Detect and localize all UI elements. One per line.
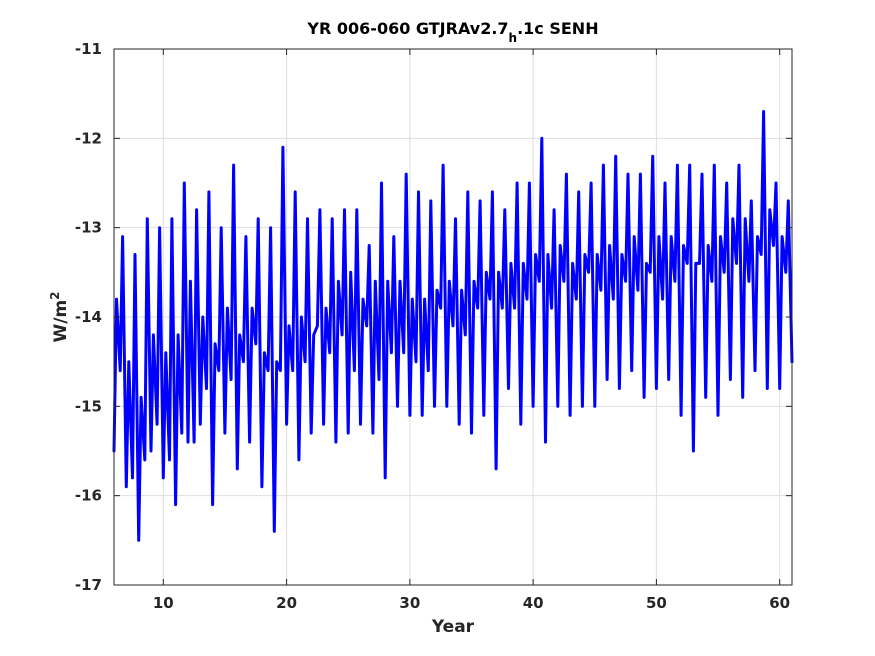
y-tick-label: -14 bbox=[75, 308, 102, 326]
x-tick-label: 20 bbox=[276, 594, 297, 612]
x-tick-label: 30 bbox=[399, 594, 420, 612]
x-tick-label: 40 bbox=[523, 594, 544, 612]
x-tick-label: 10 bbox=[153, 594, 174, 612]
y-tick-label: -13 bbox=[75, 219, 102, 237]
y-axis-title-superscript: 2 bbox=[48, 291, 62, 299]
y-axis-title: W/m2 bbox=[48, 291, 71, 342]
x-axis-ticks: 10 20 30 40 50 60 bbox=[153, 49, 790, 612]
y-tick-label: -11 bbox=[75, 40, 102, 58]
y-tick-label: -15 bbox=[75, 397, 102, 415]
series-line-1 bbox=[112, 110, 794, 542]
y-axis-title-main: W/m bbox=[51, 300, 71, 343]
chart-title: YR 006-060 GTJRAv2.7h.1c SENH bbox=[306, 19, 598, 45]
chart-title-suffix: .1c SENH bbox=[517, 19, 599, 38]
y-tick-label: -17 bbox=[75, 576, 102, 594]
y-tick-label: -16 bbox=[75, 487, 102, 505]
chart-title-main: YR 006-060 GTJRAv2.7 bbox=[306, 19, 508, 38]
y-axis-ticks: -11 -12 -13 -14 -15 -16 -17 bbox=[75, 40, 792, 594]
x-tick-label: 60 bbox=[769, 594, 790, 612]
chart-title-subscript: h bbox=[509, 31, 518, 45]
y-tick-label: -12 bbox=[75, 129, 102, 147]
series-layer bbox=[112, 110, 794, 542]
x-axis-title: Year bbox=[431, 617, 475, 637]
x-tick-label: 50 bbox=[646, 594, 667, 612]
